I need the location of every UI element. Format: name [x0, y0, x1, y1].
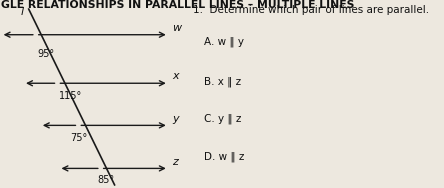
Text: z: z — [172, 157, 178, 167]
Text: C. y ‖ z: C. y ‖ z — [204, 114, 242, 124]
Text: x: x — [172, 71, 179, 81]
Text: GLE RELATIONSHIPS IN PARALLEL LINES – MULTIPLE LINES: GLE RELATIONSHIPS IN PARALLEL LINES – MU… — [1, 0, 354, 10]
Text: 95°: 95° — [37, 49, 55, 59]
Text: 115°: 115° — [59, 91, 82, 101]
Text: 1.  Determine which pair of lines are parallel.: 1. Determine which pair of lines are par… — [193, 5, 429, 15]
Text: D. w ‖ z: D. w ‖ z — [204, 152, 245, 162]
Text: l: l — [21, 7, 24, 17]
Text: B. x ‖ z: B. x ‖ z — [204, 77, 241, 87]
Text: 75°: 75° — [70, 133, 87, 143]
Text: w: w — [172, 23, 182, 33]
Text: A. w ‖ y: A. w ‖ y — [204, 36, 244, 47]
Text: y: y — [172, 114, 179, 124]
Text: 85°: 85° — [97, 175, 114, 185]
